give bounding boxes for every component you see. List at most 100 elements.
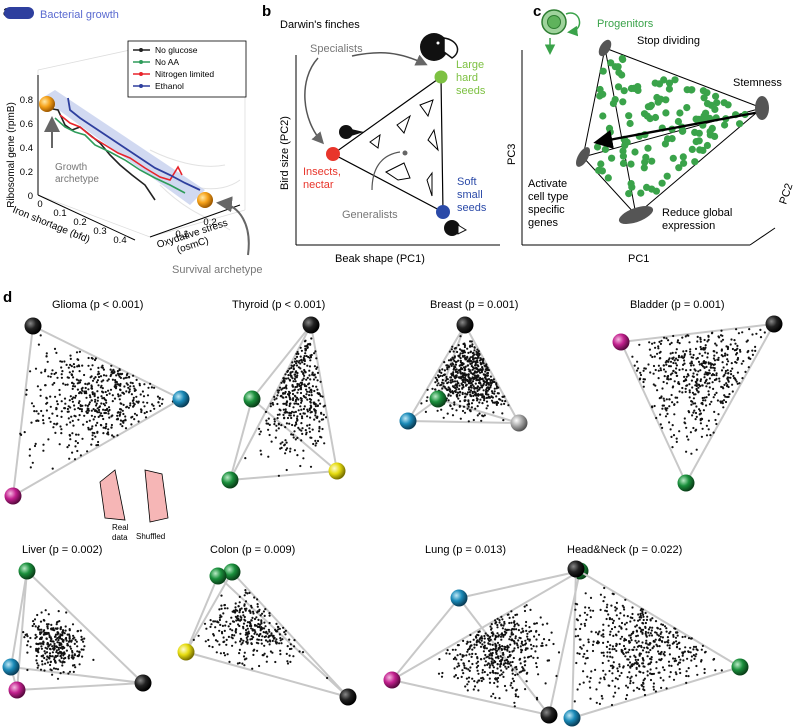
sample-point (487, 383, 491, 386)
legend-label-2: Nitrogen limited (155, 69, 214, 79)
sample-point (60, 410, 63, 413)
sample-point (692, 372, 695, 375)
sample-point (71, 451, 74, 454)
sample-point (60, 376, 64, 379)
sample-point (587, 641, 590, 644)
sample-point (443, 373, 446, 377)
sample-point (282, 413, 285, 416)
tumor-title-headneck: Head&Neck (p = 0.022) (567, 544, 682, 556)
sample-point (711, 381, 714, 384)
sample-point (494, 636, 497, 639)
sample-point (613, 648, 616, 651)
sample-point (685, 674, 688, 678)
sample-point (309, 378, 312, 381)
sample-point (41, 655, 44, 658)
panel-c-pc2-axis (749, 227, 776, 246)
sample-point (253, 648, 256, 651)
sample-point (604, 673, 607, 676)
sample-point (659, 676, 662, 680)
sample-point (541, 623, 544, 626)
sample-point (296, 415, 299, 418)
sample-point (294, 410, 297, 413)
sample-point (664, 370, 667, 373)
sample-point (466, 347, 469, 350)
sample-point (289, 660, 292, 664)
sample-point (495, 395, 498, 398)
sample-point (34, 442, 37, 445)
sample-point (468, 391, 471, 394)
activate-label-3: specific (528, 204, 565, 216)
sample-point (294, 395, 297, 398)
sample-point (139, 393, 142, 396)
sample-point (713, 410, 716, 413)
sample-point (44, 652, 47, 655)
progenitor-cell-point (619, 147, 627, 155)
sample-point (86, 409, 89, 412)
progenitor-cell-point (618, 54, 626, 63)
sample-point (100, 412, 103, 415)
archetype-vertex-green (221, 471, 239, 489)
sample-point (712, 387, 715, 390)
sample-point (514, 673, 517, 677)
sample-point (258, 625, 261, 629)
sample-point (315, 367, 318, 370)
sample-point (484, 660, 487, 663)
sample-point (263, 644, 266, 647)
sample-point (504, 400, 507, 403)
sample-point (660, 339, 663, 342)
sample-point (502, 624, 505, 627)
sample-point (754, 345, 757, 348)
sample-point (483, 637, 486, 640)
sample-point (676, 634, 679, 637)
sample-point (606, 603, 609, 606)
sample-point (578, 683, 581, 686)
sample-point (471, 366, 474, 369)
sample-point (611, 645, 615, 648)
sample-point (662, 397, 665, 400)
sample-point (43, 656, 46, 660)
sample-point (699, 422, 703, 425)
sample-point (486, 389, 489, 392)
sample-point (62, 671, 65, 674)
sample-point (244, 457, 247, 460)
sample-point (486, 381, 489, 385)
pc2-label: PC2 (777, 182, 794, 206)
sample-point (471, 652, 474, 656)
sample-point (91, 364, 94, 367)
sample-point (514, 613, 517, 617)
archetype-vertex-green (243, 390, 261, 408)
sample-point (486, 374, 489, 377)
sample-point (280, 388, 283, 391)
sample-point (734, 360, 737, 364)
sample-point (629, 616, 632, 619)
sample-point (642, 682, 645, 685)
sample-point (741, 331, 744, 334)
tumor-title-colon: Colon (p = 0.009) (210, 544, 295, 556)
sample-point (519, 645, 522, 648)
sample-point (485, 407, 488, 410)
sample-point (37, 343, 41, 346)
sample-point (296, 436, 299, 439)
sample-point (487, 378, 491, 381)
sample-point (292, 436, 295, 439)
sample-point (713, 363, 717, 366)
sample-point (453, 356, 456, 359)
sample-point (234, 608, 237, 612)
sample-point (724, 369, 728, 373)
sample-point (473, 643, 476, 646)
sample-point (638, 687, 641, 691)
progenitor-cell-point (619, 152, 628, 160)
sample-point (100, 395, 103, 398)
sample-point (149, 382, 152, 385)
sample-point (55, 423, 58, 426)
sample-point (88, 394, 91, 397)
sample-point (620, 626, 623, 629)
sample-point (260, 642, 263, 645)
sample-point (625, 651, 628, 654)
sample-point (284, 408, 287, 411)
sample-point (255, 633, 259, 636)
sample-point (746, 339, 749, 342)
sample-point (512, 656, 515, 660)
sample-point (730, 338, 733, 341)
sample-point (528, 655, 531, 658)
